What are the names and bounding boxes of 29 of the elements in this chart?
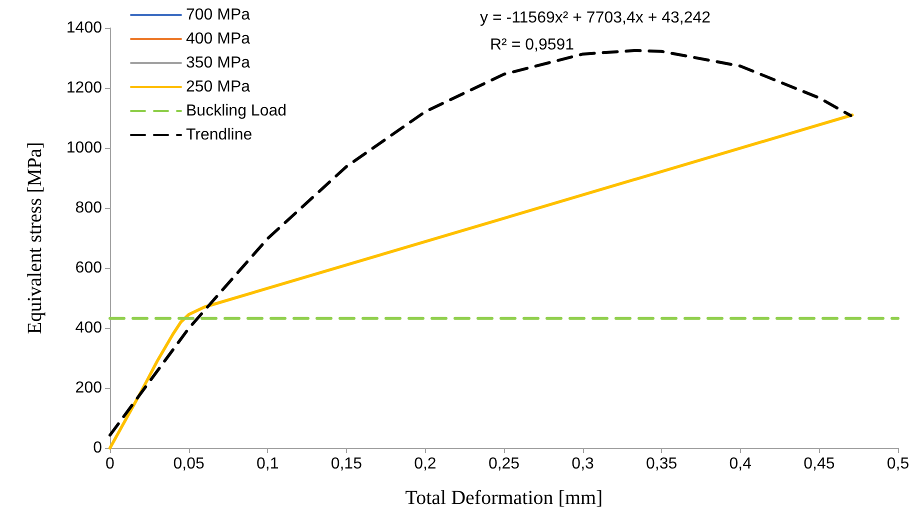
text: y = -11569x² + 7703,4x + 43,242 (480, 10, 711, 26)
y-tick-label: 1000 (66, 140, 102, 156)
y-tick-label: 200 (75, 380, 102, 396)
x-tick-label: 0,4 (729, 456, 752, 472)
y-tick-label: 0 (93, 440, 102, 456)
legend-label: Buckling Load (186, 102, 287, 120)
legend-label: 400 MPa (186, 30, 250, 48)
x-tick-label: 0,3 (572, 456, 594, 472)
x-tick-label: 0,2 (414, 456, 436, 472)
x-tick-label: 0,35 (646, 456, 678, 472)
x-tick-label: 0,5 (886, 456, 910, 472)
y-tick-label: 1400 (66, 20, 102, 36)
x-tick-label: 0 (106, 456, 115, 472)
y-tick-label: 600 (75, 260, 102, 276)
x-tick-label: 0,45 (804, 456, 835, 472)
x-axis-title: Total Deformation [mm] (405, 487, 603, 509)
x-tick-label: 0,1 (256, 456, 279, 472)
y-tick-label: 1200 (66, 80, 102, 96)
x-tick-label: 0,15 (330, 456, 362, 472)
legend-label: 700 MPa (186, 6, 250, 24)
annotation: R² = 0,9591 (490, 36, 574, 54)
x-tick-label: 0,05 (173, 456, 204, 472)
y-tick-label: 400 (75, 320, 102, 336)
y-tick-label: 800 (75, 200, 102, 216)
legend-label: Trendline (186, 126, 252, 144)
y-axis-title: Equivalent stress [MPa] (24, 142, 46, 334)
legend-label: 350 MPa (186, 54, 250, 72)
x-tick-label: 0,25 (488, 456, 520, 472)
legend-label: 250 MPa (186, 78, 250, 96)
